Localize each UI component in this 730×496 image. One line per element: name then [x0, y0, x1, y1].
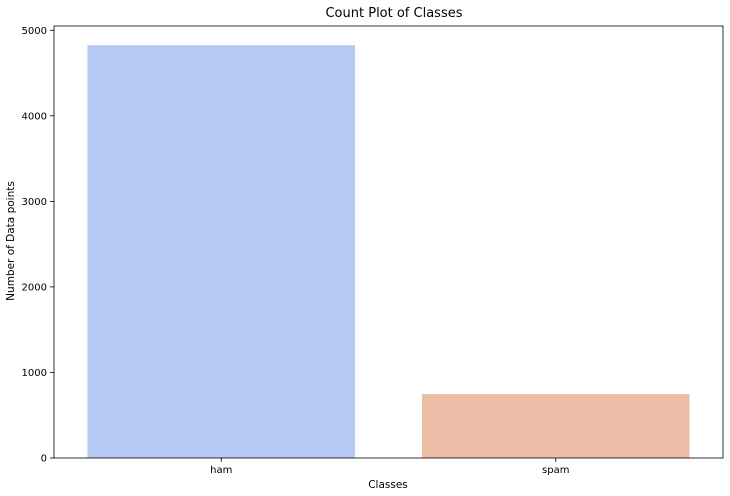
y-axis-ticks: 0 1000 2000 3000 4000 5000 [22, 26, 54, 465]
y-tick-label: 3000 [22, 197, 47, 208]
bar-spam [421, 394, 690, 458]
y-tick-label: 2000 [22, 282, 47, 293]
bars-group [87, 45, 690, 458]
y-tick-label: 0 [41, 454, 47, 465]
y-tick-label: 5000 [22, 26, 47, 37]
x-axis-label: Classes [368, 479, 408, 491]
chart-title: Count Plot of Classes [325, 6, 462, 21]
plot-frame [53, 25, 724, 459]
y-axis-label: Number of Data points [5, 181, 17, 301]
x-axis-ticks: ham spam [210, 458, 569, 476]
y-tick-label: 4000 [22, 111, 47, 122]
y-tick-label: 1000 [22, 368, 47, 379]
bar-ham [87, 45, 356, 458]
x-tick-label: ham [210, 465, 232, 476]
x-tick-label: spam [542, 465, 569, 476]
